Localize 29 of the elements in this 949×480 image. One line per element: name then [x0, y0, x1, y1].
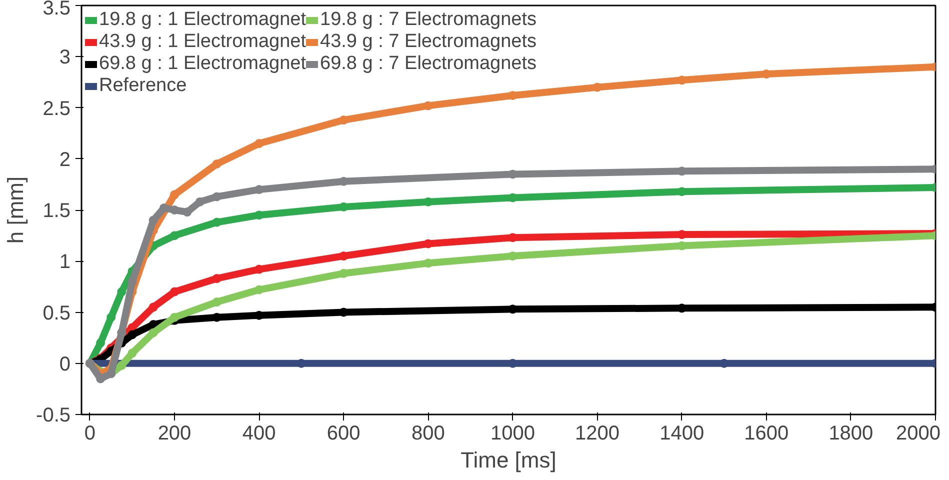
x-tick-label: 1800 [828, 422, 874, 444]
legend-label: 19.8 g : 1 Electromagnet [99, 9, 306, 31]
x-tick-label: 0 [84, 422, 96, 444]
x-tick-label: 1000 [490, 422, 535, 444]
y-tick-label: -0.5 [36, 404, 71, 426]
x-axis-title: Time [ms] [460, 448, 556, 472]
legend-label: 43.9 g : 7 Electromagnets [320, 31, 537, 53]
y-tick-label: 1 [59, 251, 70, 274]
y-tick-label: 3.5 [42, 0, 71, 20]
legend-label: 19.8 g : 7 Electromagnets [320, 9, 537, 31]
x-tick-label: 200 [158, 422, 192, 444]
legend-label: 69.8 g : 1 Electromagnet [99, 53, 306, 75]
x-tick-label: 800 [411, 422, 445, 444]
y-tick-label: 1.5 [42, 200, 71, 222]
y-tick-label: 2.5 [42, 98, 71, 120]
x-tick-label: 2000 [896, 422, 941, 444]
y-tick-label: 0 [59, 353, 70, 376]
legend-label: 69.8 g : 7 Electromagnets [320, 53, 537, 75]
x-tick-label: 400 [242, 422, 276, 444]
x-tick-label: 1600 [744, 422, 789, 444]
y-tick-label: 3 [59, 46, 70, 69]
legend-label: 43.9 g : 1 Electromagnet [99, 31, 306, 53]
y-axis-title: h [mm] [3, 176, 28, 244]
x-tick-label: 1200 [575, 422, 620, 444]
y-tick-label: 2 [59, 148, 70, 171]
x-tick-label: 600 [326, 422, 360, 444]
y-tick-label: 0.5 [42, 302, 71, 324]
x-tick-label: 1400 [660, 422, 704, 444]
legend-label: Reference [99, 75, 187, 97]
